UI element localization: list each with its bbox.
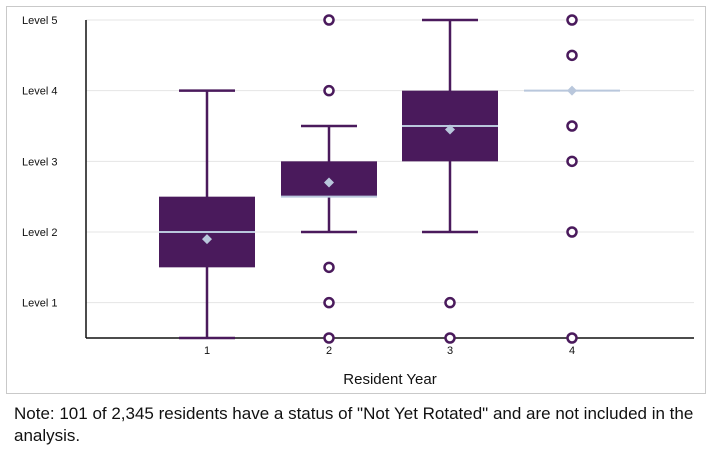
outlier-point bbox=[323, 261, 335, 274]
outlier-point bbox=[566, 14, 578, 26]
outlier-point bbox=[323, 14, 335, 26]
outlier-point bbox=[566, 332, 578, 344]
mean-marker bbox=[567, 85, 577, 96]
mean-marker bbox=[202, 234, 212, 245]
outlier-point bbox=[323, 84, 335, 97]
x-tick-label: 3 bbox=[447, 345, 453, 357]
outlier-point bbox=[444, 296, 456, 309]
y-tick-label: Level 2 bbox=[22, 227, 57, 239]
y-tick-label: Level 4 bbox=[22, 86, 57, 98]
x-tick-label: 4 bbox=[569, 345, 575, 357]
x-tick-label: 1 bbox=[204, 345, 210, 357]
y-tick-label: Level 5 bbox=[22, 15, 57, 27]
outlier-point bbox=[566, 49, 578, 62]
outlier-point bbox=[444, 332, 456, 344]
y-tick-label: Level 3 bbox=[22, 156, 57, 168]
mean-marker bbox=[445, 124, 455, 135]
outlier-point bbox=[566, 155, 578, 168]
outlier-point bbox=[323, 296, 335, 309]
mean-marker bbox=[324, 177, 334, 188]
outlier-point bbox=[566, 120, 578, 132]
footnote: Note: 101 of 2,345 residents have a stat… bbox=[14, 404, 694, 445]
chart-frame bbox=[6, 6, 706, 394]
y-tick-label: Level 1 bbox=[22, 298, 57, 310]
outlier-point bbox=[566, 226, 578, 238]
outlier-point bbox=[323, 332, 335, 344]
x-axis-title: Resident Year bbox=[343, 371, 436, 388]
box-plot-chart: Level 1 Level 2 Level 3 Level 4 Level 5 1 2 3 4 R… bbox=[22, 14, 694, 388]
x-tick-label: 2 bbox=[326, 345, 332, 357]
